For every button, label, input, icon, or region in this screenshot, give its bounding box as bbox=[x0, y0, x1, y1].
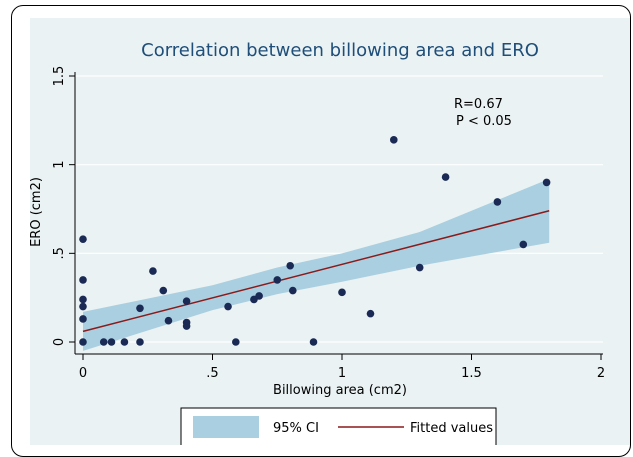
scatter-point-22 bbox=[286, 261, 295, 270]
x-axis-label: Billowing area (cm2) bbox=[273, 383, 407, 398]
scatter-point-20 bbox=[255, 292, 263, 300]
legend-swatch-ci bbox=[193, 416, 259, 438]
scatter-point-28 bbox=[415, 263, 424, 272]
scatter-point-13 bbox=[164, 316, 173, 325]
chart-title: Correlation between billowing area and E… bbox=[141, 40, 539, 61]
scatter-point-7 bbox=[107, 338, 116, 346]
scatter-point-17 bbox=[224, 302, 232, 311]
x-tick-label-1: .5 bbox=[206, 366, 218, 381]
fit-line-layer bbox=[82, 210, 550, 333]
scatter-points bbox=[79, 136, 551, 346]
annotation-p: P < 0.05 bbox=[456, 114, 512, 129]
x-tick-label-0: 0 bbox=[79, 366, 87, 381]
legend-label-ci: 95% CI bbox=[273, 421, 319, 436]
scatter-point-9 bbox=[136, 338, 144, 346]
y-tick-label-0: 0 bbox=[52, 338, 67, 346]
scatter-point-30 bbox=[493, 198, 502, 206]
scatter-point-27 bbox=[390, 136, 398, 144]
scatter-point-24 bbox=[309, 338, 318, 346]
scatter-point-32 bbox=[542, 178, 551, 187]
scatter-point-12 bbox=[159, 286, 168, 295]
scatter-point-5 bbox=[79, 338, 87, 346]
legend-label-fit: Fitted values bbox=[410, 421, 493, 436]
y-axis-label: ERO (cm2) bbox=[29, 177, 44, 247]
x-tick-label-2: 1 bbox=[338, 366, 346, 381]
scatter-point-14 bbox=[182, 297, 191, 306]
tick-labels: 0 .5 1 1.5 2 0 .5 1 1.5 bbox=[52, 66, 605, 381]
scatter-point-6 bbox=[99, 338, 108, 346]
scatter-point-18 bbox=[232, 338, 240, 346]
scatter-point-16 bbox=[182, 322, 191, 330]
scatter-point-11 bbox=[149, 267, 157, 275]
scatter-point-26 bbox=[366, 309, 375, 318]
ci-band bbox=[83, 178, 550, 351]
scatter-point-31 bbox=[519, 240, 528, 249]
y-tick-label-2: 1 bbox=[52, 161, 67, 169]
scatter-point-1 bbox=[79, 276, 87, 284]
chart-canvas: 0 .5 1 1.5 2 0 .5 1 1.5 Correlation between bill… bbox=[29, 18, 630, 445]
scatter-point-25 bbox=[338, 288, 346, 297]
scatter-point-0 bbox=[79, 235, 87, 243]
annotation-r: R=0.67 bbox=[454, 97, 503, 112]
scatter-point-4 bbox=[79, 315, 87, 323]
scatter-point-29 bbox=[441, 173, 450, 181]
y-tick-label-1: .5 bbox=[52, 247, 67, 259]
legend: 95% CI Fitted values bbox=[180, 407, 497, 445]
scatter-point-10 bbox=[136, 304, 144, 313]
scatter-point-21 bbox=[273, 276, 282, 284]
ci-band-layer bbox=[83, 178, 550, 351]
axes bbox=[69, 72, 603, 360]
x-tick-label-3: 1.5 bbox=[461, 366, 482, 381]
scatter-point-3 bbox=[79, 302, 87, 311]
x-tick-label-4: 2 bbox=[597, 366, 605, 381]
scatter-point-8 bbox=[120, 338, 129, 346]
grid-lines bbox=[75, 75, 603, 343]
y-tick-label-3: 1.5 bbox=[52, 66, 67, 87]
fitted-line bbox=[82, 210, 550, 333]
scatter-point-2 bbox=[79, 295, 87, 304]
scatter-point-23 bbox=[288, 286, 297, 295]
